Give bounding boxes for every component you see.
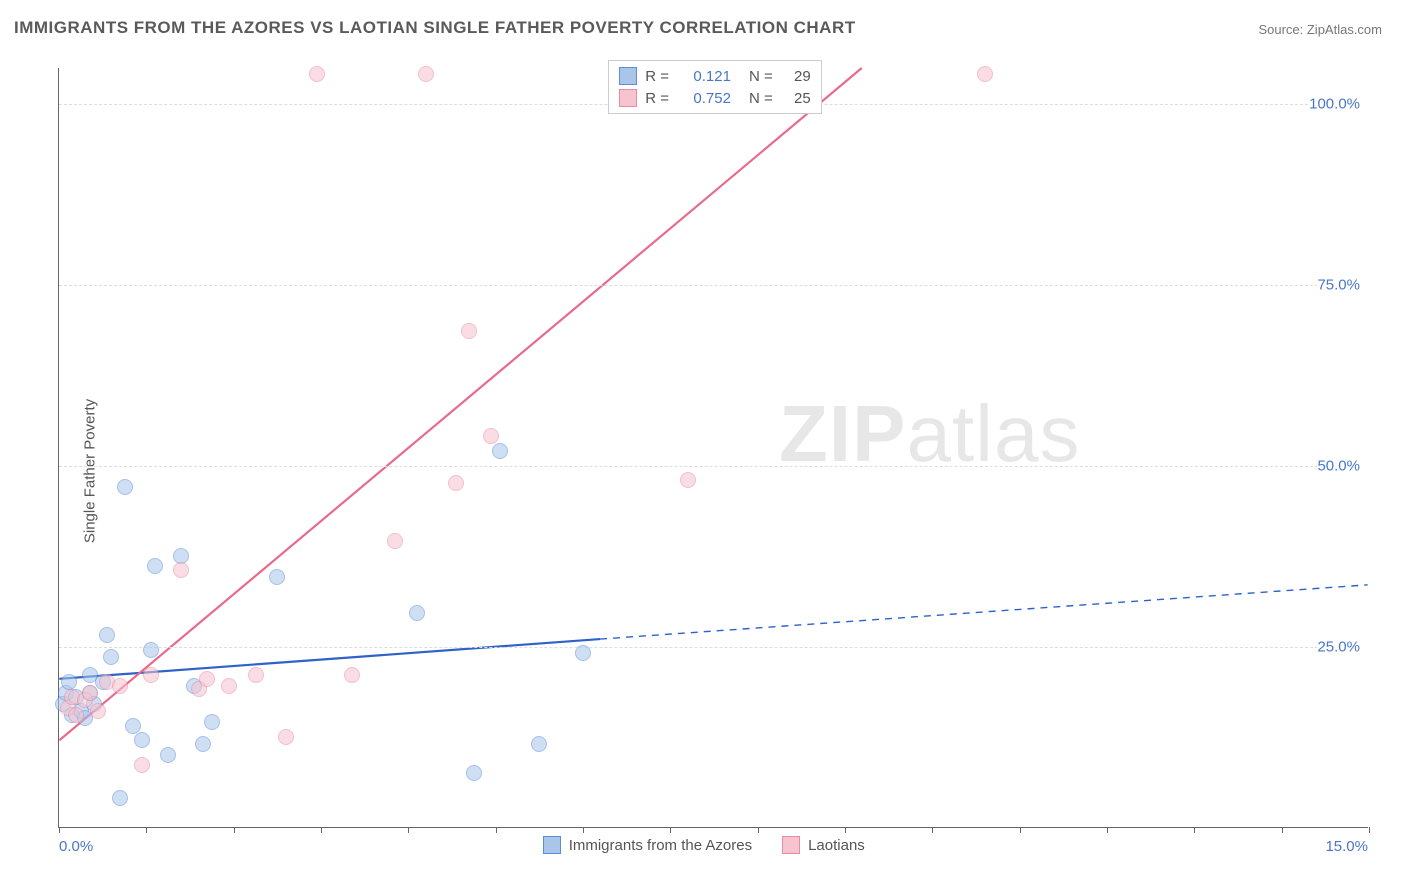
- x-tick-mark: [408, 827, 409, 833]
- x-tick-mark: [670, 827, 671, 833]
- x-tick-mark: [845, 827, 846, 833]
- x-min-label: 0.0%: [59, 838, 93, 855]
- scatter-point: [173, 562, 189, 578]
- source-label: Source:: [1258, 22, 1306, 37]
- gridline-horizontal: [59, 285, 1368, 286]
- scatter-point: [143, 667, 159, 683]
- scatter-point: [112, 678, 128, 694]
- y-tick-label: 25.0%: [1317, 639, 1370, 656]
- x-tick-mark: [1020, 827, 1021, 833]
- scatter-point: [418, 66, 434, 82]
- legend-series-item: Laotians: [782, 836, 865, 854]
- scatter-point: [204, 714, 220, 730]
- scatter-point: [68, 707, 84, 723]
- n-label: N =: [749, 68, 773, 85]
- x-tick-mark: [1282, 827, 1283, 833]
- legend-series-label: Laotians: [808, 837, 865, 854]
- x-tick-mark: [1107, 827, 1108, 833]
- scatter-point: [160, 747, 176, 763]
- gridline-horizontal: [59, 466, 1368, 467]
- scatter-point: [117, 479, 133, 495]
- scatter-point: [248, 667, 264, 683]
- y-tick-label: 50.0%: [1317, 458, 1370, 475]
- trend-line-solid: [59, 68, 861, 740]
- r-label: R =: [645, 90, 669, 107]
- trend-lines-svg: [59, 68, 1368, 827]
- legend-stats-box: R = 0.121 N = 29 R = 0.752 N = 25: [608, 60, 822, 114]
- scatter-point: [82, 685, 98, 701]
- scatter-point: [134, 757, 150, 773]
- source-link[interactable]: ZipAtlas.com: [1307, 22, 1382, 37]
- chart-container: Single Father Poverty ZIPatlas 25.0%50.0…: [0, 50, 1406, 892]
- scatter-point: [125, 718, 141, 734]
- x-tick-mark: [1194, 827, 1195, 833]
- scatter-point: [466, 765, 482, 781]
- x-tick-mark: [758, 827, 759, 833]
- legend-series-label: Immigrants from the Azores: [569, 837, 752, 854]
- scatter-point: [103, 649, 119, 665]
- scatter-point: [387, 533, 403, 549]
- scatter-point: [309, 66, 325, 82]
- scatter-point: [195, 736, 211, 752]
- x-tick-mark: [234, 827, 235, 833]
- scatter-point: [134, 732, 150, 748]
- legend-stats-row: R = 0.121 N = 29: [619, 65, 811, 87]
- scatter-point: [90, 703, 106, 719]
- scatter-point: [147, 558, 163, 574]
- r-value: 0.121: [677, 68, 731, 85]
- scatter-point: [278, 729, 294, 745]
- source-attribution: Source: ZipAtlas.com: [1258, 22, 1382, 37]
- y-tick-label: 75.0%: [1317, 277, 1370, 294]
- scatter-point: [99, 627, 115, 643]
- gridline-horizontal: [59, 647, 1368, 648]
- chart-title: IMMIGRANTS FROM THE AZORES VS LAOTIAN SI…: [14, 18, 856, 38]
- scatter-point: [531, 736, 547, 752]
- legend-swatch: [619, 89, 637, 107]
- legend-series-item: Immigrants from the Azores: [543, 836, 752, 854]
- legend-swatch: [782, 836, 800, 854]
- plot-area: ZIPatlas 25.0%50.0%75.0%100.0%0.0%15.0%: [58, 68, 1368, 828]
- trend-line-dashed: [600, 585, 1368, 639]
- legend-stats-row: R = 0.752 N = 25: [619, 87, 811, 109]
- r-value: 0.752: [677, 90, 731, 107]
- trend-line-solid: [59, 639, 600, 679]
- x-tick-mark: [583, 827, 584, 833]
- legend-swatch: [543, 836, 561, 854]
- scatter-point: [680, 472, 696, 488]
- x-tick-mark: [146, 827, 147, 833]
- scatter-point: [575, 645, 591, 661]
- x-tick-mark: [932, 827, 933, 833]
- watermark-atlas: atlas: [906, 389, 1080, 478]
- scatter-point: [269, 569, 285, 585]
- scatter-point: [483, 428, 499, 444]
- scatter-point: [221, 678, 237, 694]
- scatter-point: [448, 475, 464, 491]
- scatter-point: [344, 667, 360, 683]
- legend-series: Immigrants from the Azores Laotians: [543, 836, 865, 854]
- scatter-point: [143, 642, 159, 658]
- scatter-point: [199, 671, 215, 687]
- scatter-point: [409, 605, 425, 621]
- n-value: 29: [781, 68, 811, 85]
- scatter-point: [977, 66, 993, 82]
- legend-swatch: [619, 67, 637, 85]
- watermark-zip: ZIP: [779, 389, 906, 478]
- y-tick-label: 100.0%: [1309, 96, 1370, 113]
- scatter-point: [461, 323, 477, 339]
- scatter-point: [492, 443, 508, 459]
- n-label: N =: [749, 90, 773, 107]
- x-tick-mark: [496, 827, 497, 833]
- x-tick-mark: [321, 827, 322, 833]
- n-value: 25: [781, 90, 811, 107]
- scatter-point: [112, 790, 128, 806]
- r-label: R =: [645, 68, 669, 85]
- x-max-label: 15.0%: [1325, 838, 1368, 855]
- x-tick-mark: [1369, 827, 1370, 833]
- x-tick-mark: [59, 827, 60, 833]
